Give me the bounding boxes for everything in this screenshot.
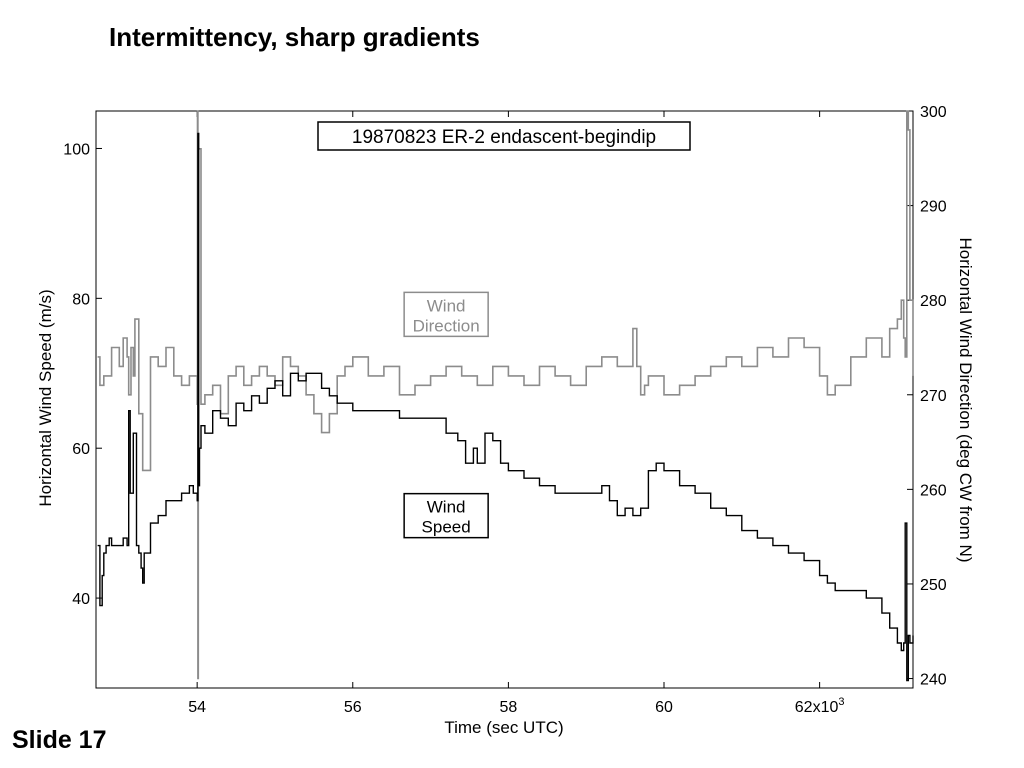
x-axis: 54 56 58 60 62x103 [188, 111, 844, 716]
chart-title: 19870823 ER-2 endascent-begindip [352, 127, 656, 148]
legend-label-line: Direction [413, 316, 480, 335]
right-y-tick-label: 290 [920, 199, 947, 216]
legend-label-line: Wind [427, 296, 466, 315]
legend-label-line: Wind [427, 498, 466, 517]
plot-frame [95, 110, 914, 689]
right-y-axis: 240 250 260 270 280 290 300 [907, 104, 947, 689]
x-tick-label: 60 [655, 699, 673, 716]
x-axis-label: Time (sec UTC) [444, 718, 563, 737]
legend-box-wind-speed [403, 492, 489, 539]
left-y-tick-label: 60 [72, 441, 90, 458]
left-y-axis: 40 60 80 100 [63, 141, 102, 608]
legend-label-wind-speed: Wind Speed [422, 498, 471, 537]
x-tick-label: 54 [188, 699, 206, 716]
right-y-axis-label: Horizontal Wind Direction (deg CW from N… [956, 238, 975, 563]
legend-box-wind-direction [403, 291, 489, 338]
left-y-axis-label: Horizontal Wind Speed (m/s) [36, 289, 55, 506]
right-y-tick-label: 270 [920, 388, 947, 405]
legend-label-line: Speed [422, 518, 471, 537]
slide-number: Slide 17 [12, 726, 107, 754]
right-y-tick-label: 280 [920, 293, 947, 310]
x-tick-label: 56 [344, 699, 362, 716]
x-tick-superscript: 3 [838, 696, 844, 708]
chart-title-frame [317, 121, 691, 151]
x-tick-label: 58 [499, 699, 517, 716]
legend-label-wind-direction: Wind Direction [413, 296, 480, 335]
left-y-tick-label: 80 [72, 291, 90, 308]
right-y-tick-label: 260 [920, 482, 947, 499]
left-y-tick-label: 100 [63, 141, 90, 158]
right-y-tick-label: 250 [920, 577, 947, 594]
x-tick-label: 62x103 [795, 696, 845, 716]
right-y-tick-label: 240 [920, 672, 947, 689]
left-y-tick-label: 40 [72, 591, 90, 608]
series-layer [97, 110, 914, 682]
chart-title-box: 19870823 ER-2 endascent-begindip [317, 121, 691, 151]
series-line-wind-speed [97, 132, 914, 682]
slide-title: Intermittency, sharp gradients [109, 22, 480, 52]
series-line-wind-direction [97, 110, 914, 680]
right-y-tick-label: 300 [920, 104, 947, 121]
